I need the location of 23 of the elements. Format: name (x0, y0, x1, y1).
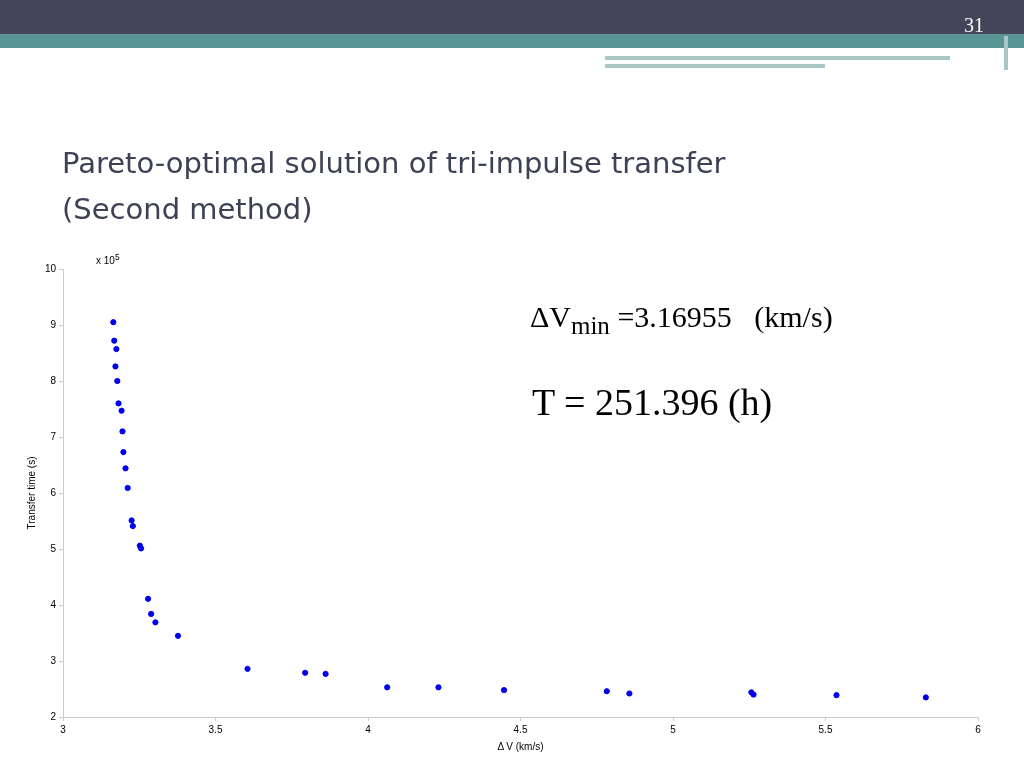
x-axis-title: Δ V (km/s) (497, 740, 544, 752)
text: 31 (964, 14, 984, 37)
y-tick-label: 6 (50, 486, 57, 498)
x-tick-label: 4.5 (513, 723, 528, 735)
y-tick-label: 5 (50, 542, 57, 554)
text: x 10$^{5}$ (96, 252, 120, 267)
y-tick-label: 2 (50, 710, 57, 722)
chart-title: Pareto-optimal solution of tri-impulse transfer (Second method) (62, 145, 726, 228)
y-tick-label: 8 (50, 374, 57, 386)
x-tick-label: 3.5 (208, 723, 223, 735)
y-tick-label: 3 (50, 654, 57, 666)
y-tick-label: 9 (50, 318, 57, 330)
x-tick-label: 3 (60, 723, 67, 735)
y-tick-label: 10 (44, 262, 57, 274)
x-tick-label: 6 (975, 723, 982, 735)
x-tick-label: 4 (365, 723, 372, 735)
y-axis-title: Transfer time (s) (25, 456, 37, 530)
y-tick-label: 7 (50, 430, 57, 442)
x-tick-label: 5 (670, 723, 677, 735)
annotation: T = 251.396 (h) (532, 380, 773, 424)
annotation: ΔV$_{min}$ =3.16955 (km/s) (530, 300, 833, 340)
x-tick-label: 5.5 (818, 723, 833, 735)
y-tick-label: 4 (50, 598, 57, 610)
